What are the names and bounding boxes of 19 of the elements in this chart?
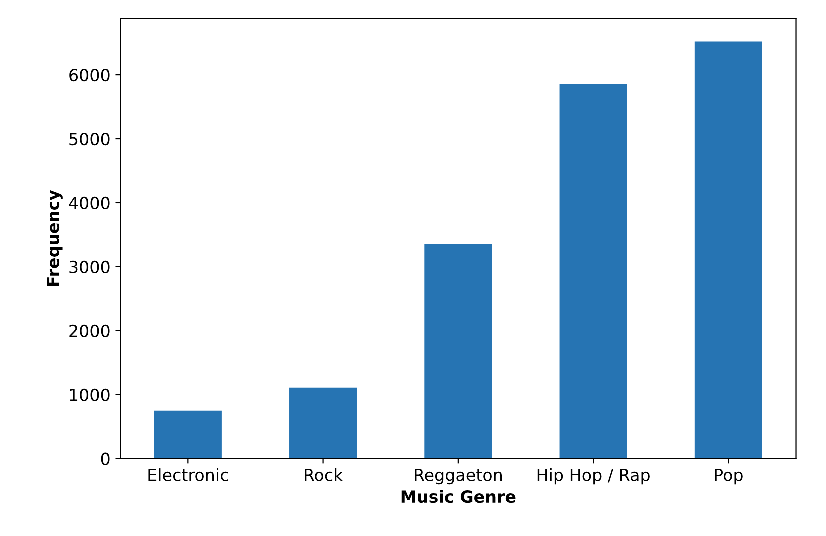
x-tick-label: Rock (305, 468, 344, 482)
x-tick-label: Reggaeton (415, 469, 502, 485)
bar (290, 388, 358, 459)
y-tick-label: 5000 (70, 132, 110, 146)
y-axis-title: Frequency (47, 190, 63, 286)
y-tick-label: 3000 (70, 260, 110, 274)
y-tick-label: 4000 (69, 196, 110, 210)
bar (424, 244, 492, 459)
bar (560, 84, 628, 459)
x-tick-label: Electronic (148, 468, 228, 482)
bar (154, 410, 222, 459)
y-tick-label: 0 (101, 452, 110, 466)
bar (694, 42, 762, 459)
y-tick-label: 2000 (70, 324, 110, 338)
x-tick-label: Pop (715, 469, 743, 485)
y-tick-label: 1000 (70, 388, 110, 402)
y-tick-label: 6000 (70, 69, 110, 82)
x-axis-title: Music Genre (402, 490, 516, 504)
x-tick-label: Hip Hop / Rap (538, 468, 650, 485)
